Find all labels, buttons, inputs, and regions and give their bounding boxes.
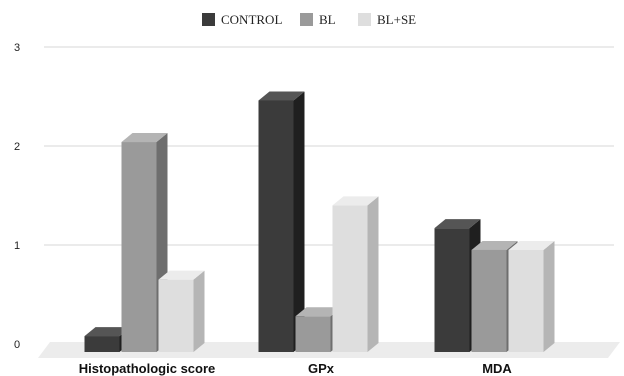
bar-side (293, 91, 305, 353)
bar-side (543, 240, 555, 352)
x-category-label: Histopathologic score (79, 361, 216, 376)
bar-top (121, 133, 168, 143)
bar-top (258, 91, 305, 101)
x-category-label: GPx (308, 361, 335, 376)
y-axis-ticks: 0 1 2 3 (14, 42, 20, 351)
bar-front (121, 142, 157, 352)
bar-bl-se-2 (508, 240, 555, 352)
y-tick-label: 3 (14, 42, 20, 54)
y-tick-label: 0 (14, 339, 20, 351)
y-tick-label: 2 (14, 141, 20, 153)
legend: CONTROL BL BL+SE (202, 12, 416, 27)
bar-control-1 (258, 91, 305, 353)
bar-top (332, 196, 379, 206)
legend-item-control: CONTROL (202, 12, 282, 27)
bar-front (471, 249, 507, 352)
legend-swatch (300, 13, 313, 26)
bar-top (84, 327, 131, 337)
bar-top (295, 307, 342, 317)
bar-top (471, 240, 518, 250)
x-axis-categories: Histopathologic score GPx MDA (79, 361, 513, 376)
bar-front (434, 228, 470, 352)
y-tick-label: 1 (14, 240, 20, 252)
legend-label: BL (319, 12, 336, 27)
legend-label: CONTROL (221, 12, 282, 27)
bar-front (158, 279, 194, 352)
legend-swatch (358, 13, 371, 26)
bar-top (508, 240, 555, 250)
bar-side (193, 270, 205, 352)
bar-front (508, 249, 544, 352)
bar-front (332, 205, 368, 352)
bar-front (258, 100, 294, 353)
legend-swatch (202, 13, 215, 26)
bars (84, 91, 555, 353)
bar-top (158, 270, 205, 280)
bar-side (367, 196, 379, 352)
x-category-label: MDA (482, 361, 512, 376)
bar-front (295, 316, 331, 352)
bar-front (84, 336, 120, 352)
legend-item-bl-se: BL+SE (358, 12, 416, 27)
legend-item-bl: BL (300, 12, 336, 27)
bar-bl-se-1 (332, 196, 379, 352)
legend-label: BL+SE (377, 12, 416, 27)
bar-bl-se-0 (158, 270, 205, 352)
bar-top (434, 219, 481, 229)
